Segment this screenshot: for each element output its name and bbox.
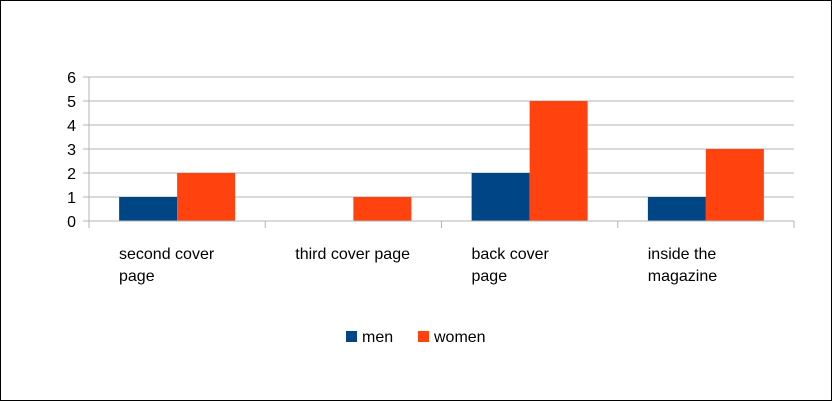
legend-label-men: men (362, 329, 393, 346)
y-tick-label: 5 (67, 94, 76, 111)
legend-swatch-women (418, 331, 429, 342)
y-tick-label: 2 (67, 166, 76, 183)
legend: men women (346, 329, 486, 346)
bar-men-3 (647, 197, 706, 221)
x-category-label: third cover page (295, 246, 410, 263)
legend-swatch-men (346, 331, 357, 342)
x-category-label: page (119, 268, 155, 285)
y-tick-label: 1 (67, 190, 76, 207)
x-category-label: back cover (472, 246, 550, 263)
x-category-label: inside the (648, 246, 717, 263)
legend-label-women: women (433, 329, 486, 346)
y-tick-labels: 0 1 2 3 4 5 6 (67, 70, 76, 231)
x-category-label: second cover (119, 246, 215, 263)
bar-men-2 (471, 173, 530, 221)
y-tick-label: 3 (67, 142, 76, 159)
x-category-labels: second cover page third cover page back cov… (119, 246, 717, 285)
bar-women-0 (177, 173, 236, 221)
bars (119, 101, 764, 221)
axes (83, 76, 795, 228)
bar-women-1 (353, 197, 412, 221)
x-category-label: magazine (648, 268, 717, 285)
x-category-label: page (472, 268, 508, 285)
bar-women-2 (529, 101, 588, 221)
y-tick-label: 0 (67, 214, 76, 231)
bar-men-0 (119, 197, 178, 221)
y-tick-label: 6 (67, 70, 76, 87)
bar-women-3 (705, 149, 764, 221)
y-tick-label: 4 (67, 118, 76, 135)
